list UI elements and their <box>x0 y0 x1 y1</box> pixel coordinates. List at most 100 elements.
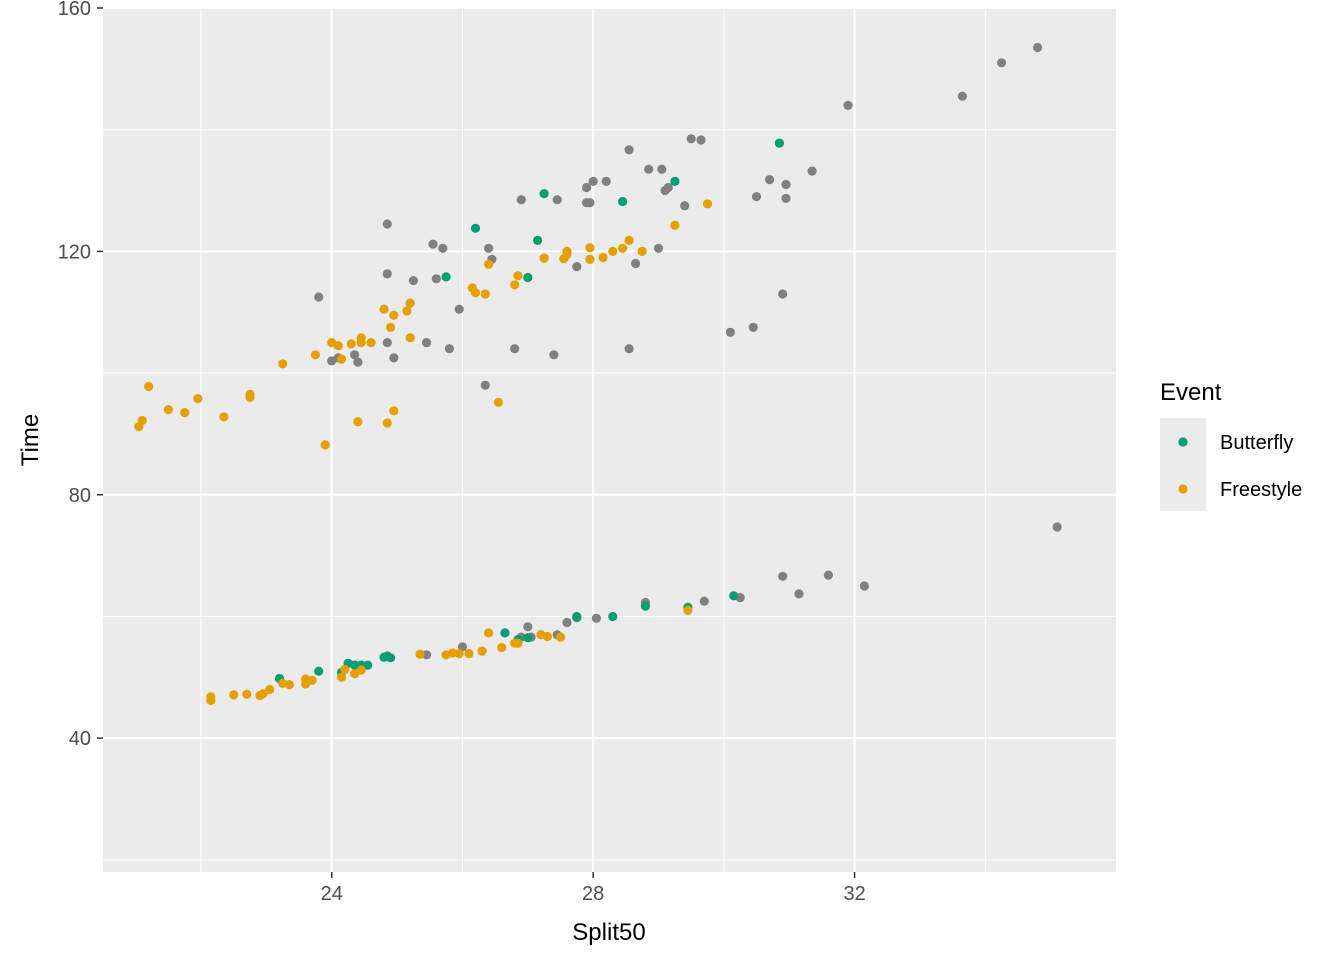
data-point <box>686 134 696 144</box>
data-point <box>807 166 817 176</box>
data-point <box>657 164 667 174</box>
data-point <box>356 665 366 675</box>
data-point <box>470 288 481 298</box>
legend-label-butterfly: Butterfly <box>1220 432 1293 454</box>
data-point <box>484 628 494 638</box>
data-point <box>229 690 239 700</box>
data-point <box>843 100 853 110</box>
x-axis-title: Split50 <box>572 919 645 946</box>
x-tick-label: 24 <box>321 883 343 905</box>
data-point <box>555 632 566 642</box>
data-point <box>415 649 425 659</box>
legend-key-background <box>1160 418 1206 511</box>
data-point <box>336 672 347 682</box>
data-point <box>353 417 363 427</box>
legend: Event Butterfly Freestyle <box>1160 379 1302 511</box>
data-point <box>510 344 520 354</box>
data-point <box>663 182 673 193</box>
legend-key-butterfly <box>1178 437 1188 447</box>
data-point <box>608 246 618 256</box>
data-point <box>219 412 229 422</box>
data-point <box>729 591 739 601</box>
data-point <box>680 201 690 211</box>
data-point <box>379 304 389 314</box>
legend-key-freestyle <box>1178 484 1188 494</box>
data-point <box>533 235 543 245</box>
data-point <box>144 381 154 392</box>
data-point <box>258 689 268 699</box>
data-point <box>480 380 490 390</box>
data-point <box>523 633 533 643</box>
data-point <box>748 322 758 332</box>
data-point <box>163 405 173 415</box>
data-point <box>774 138 785 148</box>
y-tick-label: 40 <box>69 728 91 750</box>
data-point <box>562 246 572 256</box>
data-point <box>618 196 628 207</box>
data-point <box>725 327 736 337</box>
data-point <box>523 272 533 283</box>
data-point <box>1033 42 1043 53</box>
data-point <box>585 243 595 253</box>
data-point <box>408 276 418 286</box>
data-point <box>699 596 709 606</box>
data-point <box>310 350 320 360</box>
data-point <box>431 274 441 284</box>
y-tick-label: 80 <box>69 485 91 507</box>
data-point <box>402 306 412 316</box>
data-point <box>382 418 392 428</box>
data-point <box>582 182 592 193</box>
data-point <box>637 246 647 256</box>
data-point <box>350 660 360 670</box>
data-point <box>389 310 399 320</box>
data-point <box>353 357 363 367</box>
data-point <box>572 262 582 272</box>
data-point <box>366 338 376 348</box>
data-point <box>346 339 356 349</box>
data-point <box>382 219 392 229</box>
data-point <box>477 646 487 656</box>
data-point <box>670 176 680 186</box>
data-point <box>500 628 510 638</box>
data-point <box>444 344 454 354</box>
data-point <box>588 176 598 186</box>
data-point <box>470 223 481 233</box>
data-point <box>382 269 392 279</box>
data-point <box>751 192 762 202</box>
data-point <box>653 243 664 253</box>
data-point <box>539 253 549 263</box>
y-axis: 40 80 120 160 <box>58 0 103 750</box>
data-point <box>523 622 533 632</box>
data-point <box>284 680 294 690</box>
data-point <box>624 344 634 354</box>
data-point <box>405 333 415 343</box>
data-point <box>245 389 255 399</box>
data-point <box>696 135 706 145</box>
data-point <box>640 601 651 611</box>
data-point <box>562 617 572 628</box>
data-point <box>421 338 432 348</box>
x-tick-label: 28 <box>582 883 604 905</box>
data-point <box>314 666 324 676</box>
data-point <box>823 570 834 580</box>
data-point <box>438 243 448 253</box>
legend-title: Event <box>1160 379 1222 406</box>
data-point <box>510 280 520 290</box>
data-point <box>585 198 595 208</box>
data-point <box>598 252 608 263</box>
data-point <box>516 195 526 205</box>
series-freestyle <box>134 199 713 706</box>
data-point <box>137 415 147 426</box>
data-point <box>1052 522 1062 532</box>
data-point <box>363 660 373 670</box>
data-point <box>618 243 628 253</box>
data-point <box>336 354 347 364</box>
y-tick-label: 120 <box>58 241 91 263</box>
data-point <box>356 333 366 343</box>
data-point <box>549 350 559 360</box>
data-point <box>389 353 399 363</box>
data-point <box>513 638 523 648</box>
data-point <box>591 613 602 623</box>
data-point <box>386 322 396 332</box>
data-point <box>539 189 549 199</box>
